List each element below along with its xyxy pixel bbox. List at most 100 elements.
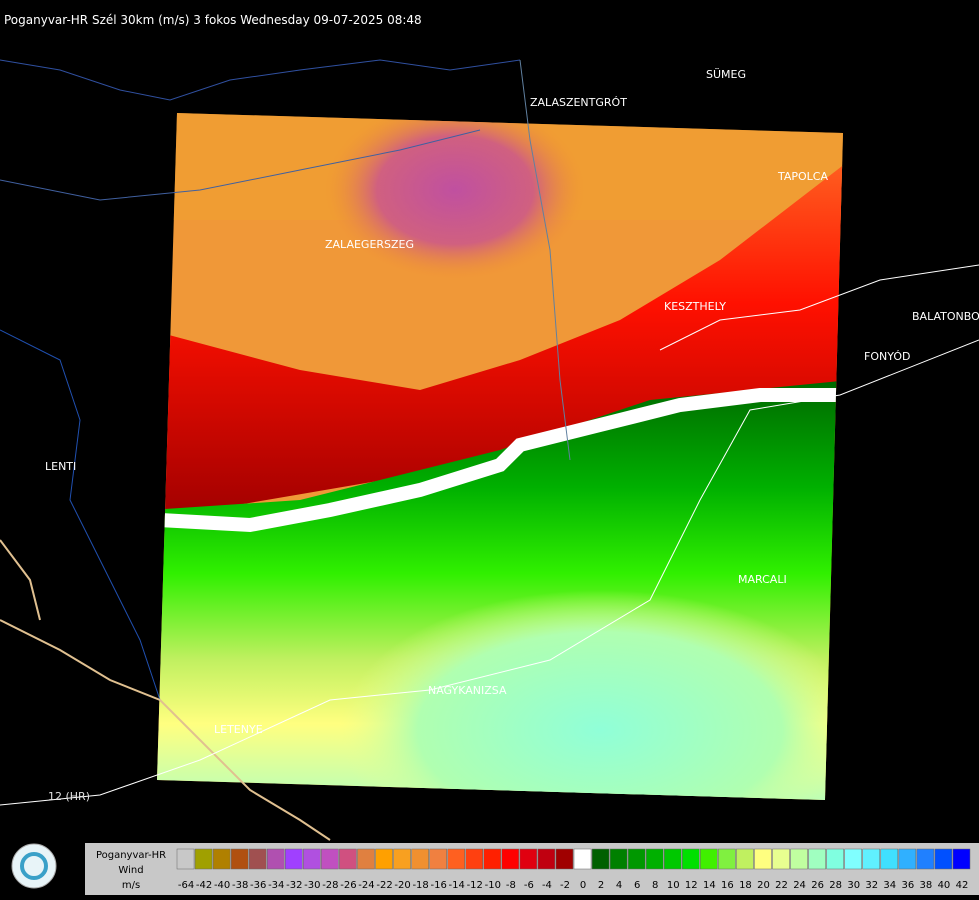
legend-swatch [790,848,808,870]
legend-swatch [321,848,339,870]
legend-swatch [519,848,538,870]
legend-label: 14 [703,880,716,891]
legend-swatch [591,848,610,870]
legend-swatch [826,848,844,870]
legend-label: -26 [340,880,356,891]
legend-label: -18 [412,880,428,891]
legend-label: -24 [358,880,374,891]
legend-label: -64 [178,880,194,891]
logo [11,843,57,889]
legend-swatch [555,848,574,870]
legend-swatch [573,848,592,870]
legend-label: 16 [721,880,734,891]
legend-swatch [176,848,195,870]
legend-swatch [934,848,953,870]
title: Poganyvar-HR Szél 30km (m/s) 3 fokos Wed… [4,13,422,27]
legend-label: -8 [506,880,516,891]
legend-swatch [212,848,231,870]
legend-swatch [393,848,411,870]
legend-swatch [375,848,393,870]
legend-label: 8 [652,880,658,891]
radar-field [157,113,843,800]
legend-label: -2 [560,880,570,891]
legend-swatch [339,848,357,870]
legend-label: 42 [956,880,969,891]
legend-title: Wind [118,865,143,876]
legend-swatch [754,848,772,870]
legend-swatch [537,848,556,870]
place-label: ZALASZENTGRÓT [530,96,627,109]
legend-swatch [844,848,862,870]
legend-label: -10 [485,880,501,891]
river [0,59,521,101]
legend-swatch [230,848,249,870]
legend-label: 12 [685,880,698,891]
legend-label: 30 [847,880,860,891]
legend-label: 4 [616,880,622,891]
legend-label: 6 [634,880,640,891]
legend-swatch [411,848,429,870]
legend-label: 38 [920,880,933,891]
legend-swatch [663,848,682,870]
legend-label: 32 [865,880,878,891]
legend-swatch [772,848,790,870]
legend-label: 22 [775,880,788,891]
legend-swatch [285,848,303,870]
legend-label: -4 [542,880,552,891]
legend-label: -16 [430,880,446,891]
legend-label: -40 [214,880,230,891]
legend-label: -20 [394,880,410,891]
legend-swatch [357,848,375,870]
legend-label: -6 [524,880,534,891]
legend-swatch [609,848,628,870]
legend-label: 28 [829,880,842,891]
legend-label: 36 [901,880,914,891]
legend-swatch [736,848,754,870]
legend-swatch [483,848,502,870]
legend-swatch [627,848,646,870]
shore [659,264,979,351]
legend-label: -12 [467,880,483,891]
place-label: MARCALI [738,573,787,586]
legend-label: -28 [322,880,338,891]
legend-swatch [248,848,267,870]
legend-swatch [700,848,718,870]
place-label: TAPOLCA [777,170,828,183]
legend-swatch [303,848,321,870]
legend-label: 20 [757,880,770,891]
legend-label: 10 [667,880,680,891]
river [0,129,481,201]
legend-swatch [898,848,917,870]
legend-title: m/s [122,880,140,891]
road [0,339,979,806]
place-label: LENTI [45,460,76,473]
place-label: LETENYE [214,723,263,736]
legend-label: -14 [449,880,465,891]
legend-swatch [718,848,736,870]
legend-title: Poganyvar-HR [96,850,166,861]
legend-label: 34 [883,880,896,891]
legend-swatch [808,848,826,870]
legend-label: 26 [811,880,824,891]
legend-swatch [501,848,520,870]
legend-swatch [266,848,285,870]
legend-label: -38 [232,880,248,891]
legend-swatch [880,848,899,870]
legend-swatch [465,848,484,870]
legend-label: -22 [376,880,392,891]
legend-label: -36 [250,880,266,891]
legend-label: -42 [196,880,212,891]
legend-swatch [862,848,881,870]
place-label: FONYÓD [864,350,910,363]
border [0,619,331,841]
place-label: ZALAEGERSZEG [325,238,414,251]
legend-swatch [916,848,935,870]
legend-label: 40 [938,880,951,891]
place-label: 12 (HR) [48,790,90,803]
logo-mark [20,852,48,880]
legend-swatch [194,848,213,870]
legend-swatch [645,848,664,870]
place-label: SÜMEG [706,68,746,81]
legend-label: 0 [580,880,586,891]
